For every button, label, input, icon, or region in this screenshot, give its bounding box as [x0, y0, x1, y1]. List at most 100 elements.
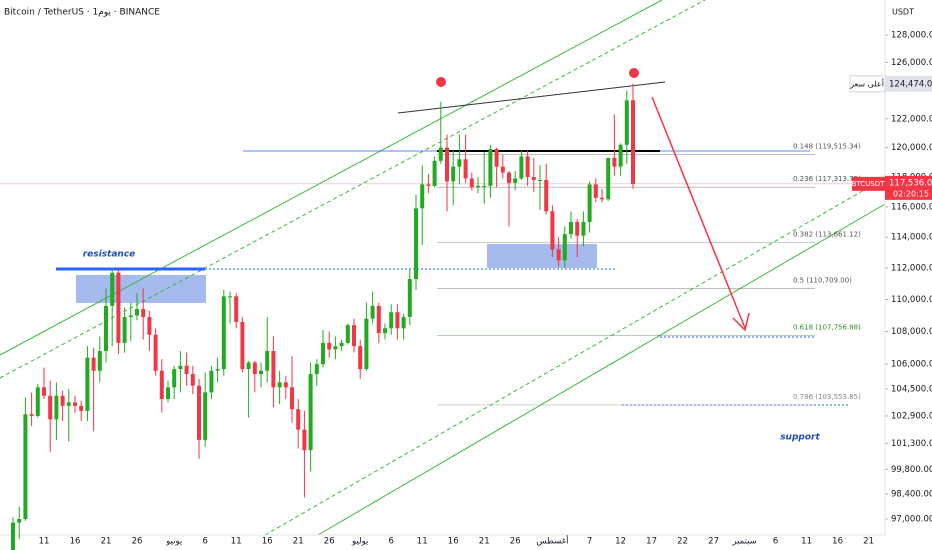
symbol-tag [852, 176, 885, 191]
candle-body [296, 409, 301, 430]
x-tick-label: سبتمبر [731, 537, 756, 547]
signal-icon [436, 77, 446, 87]
x-tick-label: 16 [448, 537, 459, 547]
candle-body [370, 305, 375, 319]
candle-body [221, 296, 226, 370]
x-tick-label: 11 [39, 537, 50, 547]
candle-body [172, 369, 177, 388]
currency: USDT [892, 8, 914, 17]
candle-body [600, 197, 604, 200]
support-zone [487, 244, 597, 268]
candle-body [271, 351, 276, 388]
high-price-box [885, 75, 932, 92]
candle-body [128, 315, 133, 318]
candle-body [401, 317, 406, 329]
candle-body [612, 157, 617, 167]
candle-body [432, 160, 437, 186]
trend-line [397, 81, 666, 114]
candle-body [302, 429, 307, 451]
candle-body [538, 179, 542, 181]
y-tick-label: 97,000.00 [891, 515, 932, 525]
x-tick-label: 27 [708, 537, 719, 547]
x-tick-label: 17 [646, 537, 657, 547]
candle-body [358, 346, 363, 370]
candle-body [345, 325, 350, 343]
candle-body [587, 184, 592, 222]
candle-body [190, 374, 195, 386]
candle-body [153, 334, 158, 371]
candle-body [507, 172, 511, 183]
candle-body [606, 157, 611, 200]
y-tick-label: 110,000.00 [891, 295, 932, 305]
y-tick-label: 98,400.00 [891, 489, 932, 499]
x-tick-label: 12 [615, 537, 626, 547]
candle-body [91, 357, 96, 371]
y-tick-label: 114,000.00 [891, 233, 932, 243]
candle-body [259, 370, 263, 375]
candle-body [513, 178, 518, 183]
candle-body [166, 387, 170, 400]
candle-body [48, 395, 53, 420]
candle-body [314, 364, 319, 375]
y-tick-label: 102,900.00 [891, 411, 932, 421]
candle-body [376, 305, 381, 334]
candle-body [562, 234, 567, 261]
y-tick-label: 106,000.00 [891, 360, 932, 370]
candle-body [141, 309, 146, 318]
candle-body [308, 374, 313, 451]
candle-body [197, 385, 201, 440]
candle-body [116, 272, 121, 343]
x-tick-label: 11 [231, 537, 242, 547]
x-tick-label: يونيو [165, 537, 183, 547]
y-tick-label: 122,000.00 [891, 114, 932, 124]
candle-body [23, 414, 28, 520]
x-tick-label: 21 [101, 537, 112, 547]
candle-body [85, 357, 90, 411]
candle-body [420, 184, 425, 209]
x-tick-label: 11 [801, 537, 812, 547]
candle-body [54, 395, 59, 420]
fib-label: 0.236 (117,313.75) [793, 175, 861, 183]
candle-body [544, 179, 549, 212]
candle-body [246, 362, 251, 370]
candle-body [525, 156, 530, 177]
candle-body [122, 317, 127, 343]
candle-body [110, 272, 115, 306]
candle-body [575, 221, 580, 236]
candle-body [277, 382, 282, 388]
candle-body [463, 159, 468, 179]
x-tick-label: أغسطس [536, 535, 568, 547]
candle-body [451, 166, 456, 182]
x-tick-label: 11 [417, 537, 428, 547]
x-tick-label: 26 [324, 537, 335, 547]
y-tick-label: 120,000.00 [891, 143, 932, 153]
candle-body [178, 365, 183, 370]
annotation: resistance [83, 250, 136, 260]
candle-body [569, 221, 573, 235]
candle-body [383, 328, 387, 334]
candle-body [500, 166, 505, 173]
candle-body [104, 305, 108, 352]
candle-body [339, 342, 344, 347]
candle-body [395, 312, 400, 329]
y-tick-label: 116,000.00 [891, 202, 932, 212]
y-tick-label: 126,000.00 [891, 58, 932, 68]
candle-body [494, 149, 499, 167]
high-price-label: 124,474.00 [889, 79, 932, 89]
x-tick-label: 16 [70, 537, 81, 547]
projection-arrow [651, 96, 746, 329]
x-tick-label: 21 [479, 537, 490, 547]
y-tick-label: 104,500.00 [891, 385, 932, 395]
candle-body [240, 321, 245, 370]
x-tick-label: 6 [388, 537, 393, 547]
candle-body [519, 156, 524, 179]
candle-body [252, 362, 257, 375]
annotation: support [780, 433, 820, 443]
x-tick-label: 16 [832, 537, 843, 547]
signal-icon [629, 68, 639, 78]
candle-body [414, 208, 418, 280]
candle-body [228, 296, 232, 298]
candle-body [321, 342, 325, 365]
price-axis: 128,000.00 126,000.00 122,000.00 120,000.00… [885, 31, 932, 525]
candle-body [66, 402, 71, 406]
